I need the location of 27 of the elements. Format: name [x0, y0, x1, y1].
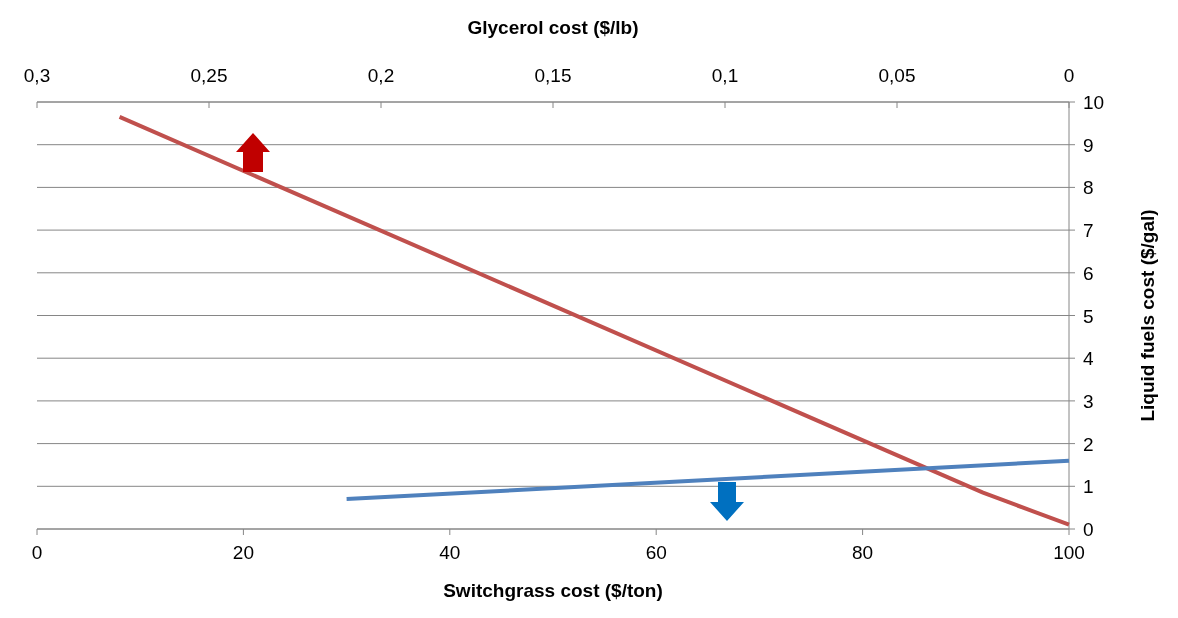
x2-tick-label: 0,2 — [367, 65, 395, 86]
y-tick-label: 10 — [1083, 92, 1105, 113]
x-tick-label: 80 — [852, 542, 874, 563]
y-tick-label: 1 — [1083, 476, 1094, 498]
x2-tick-label: 0,15 — [534, 65, 572, 86]
x2-axis-title: Glycerol cost ($/lb) — [467, 17, 639, 38]
x-tick-label: 0 — [31, 542, 43, 563]
x-tick-label: 40 — [439, 542, 461, 563]
y-tick-label: 4 — [1083, 348, 1094, 370]
x2-tick-label: 0,3 — [23, 65, 51, 86]
x-axis-title: Switchgrass cost ($/ton) — [443, 580, 663, 601]
y-tick-label: 0 — [1083, 519, 1094, 540]
x-tick-label: 60 — [645, 542, 667, 563]
x-tick-label: 100 — [1053, 542, 1085, 563]
y-tick-label: 5 — [1083, 305, 1094, 327]
x2-tick-label: 0,05 — [878, 65, 916, 86]
y-tick-label: 8 — [1083, 177, 1094, 199]
y-tick-label: 2 — [1083, 433, 1094, 455]
y-tick-label: 7 — [1083, 220, 1094, 242]
x2-tick-label: 0 — [1063, 65, 1075, 86]
y-tick-label: 6 — [1083, 262, 1094, 284]
y-tick-label: 3 — [1083, 390, 1094, 412]
y-tick-label: 9 — [1083, 134, 1094, 156]
x2-tick-label: 0,1 — [711, 65, 739, 86]
x-tick-label: 20 — [232, 542, 254, 563]
x2-tick-label: 0,25 — [190, 65, 228, 86]
y-axis-title: Liquid fuels cost ($/gal) — [1137, 209, 1158, 422]
